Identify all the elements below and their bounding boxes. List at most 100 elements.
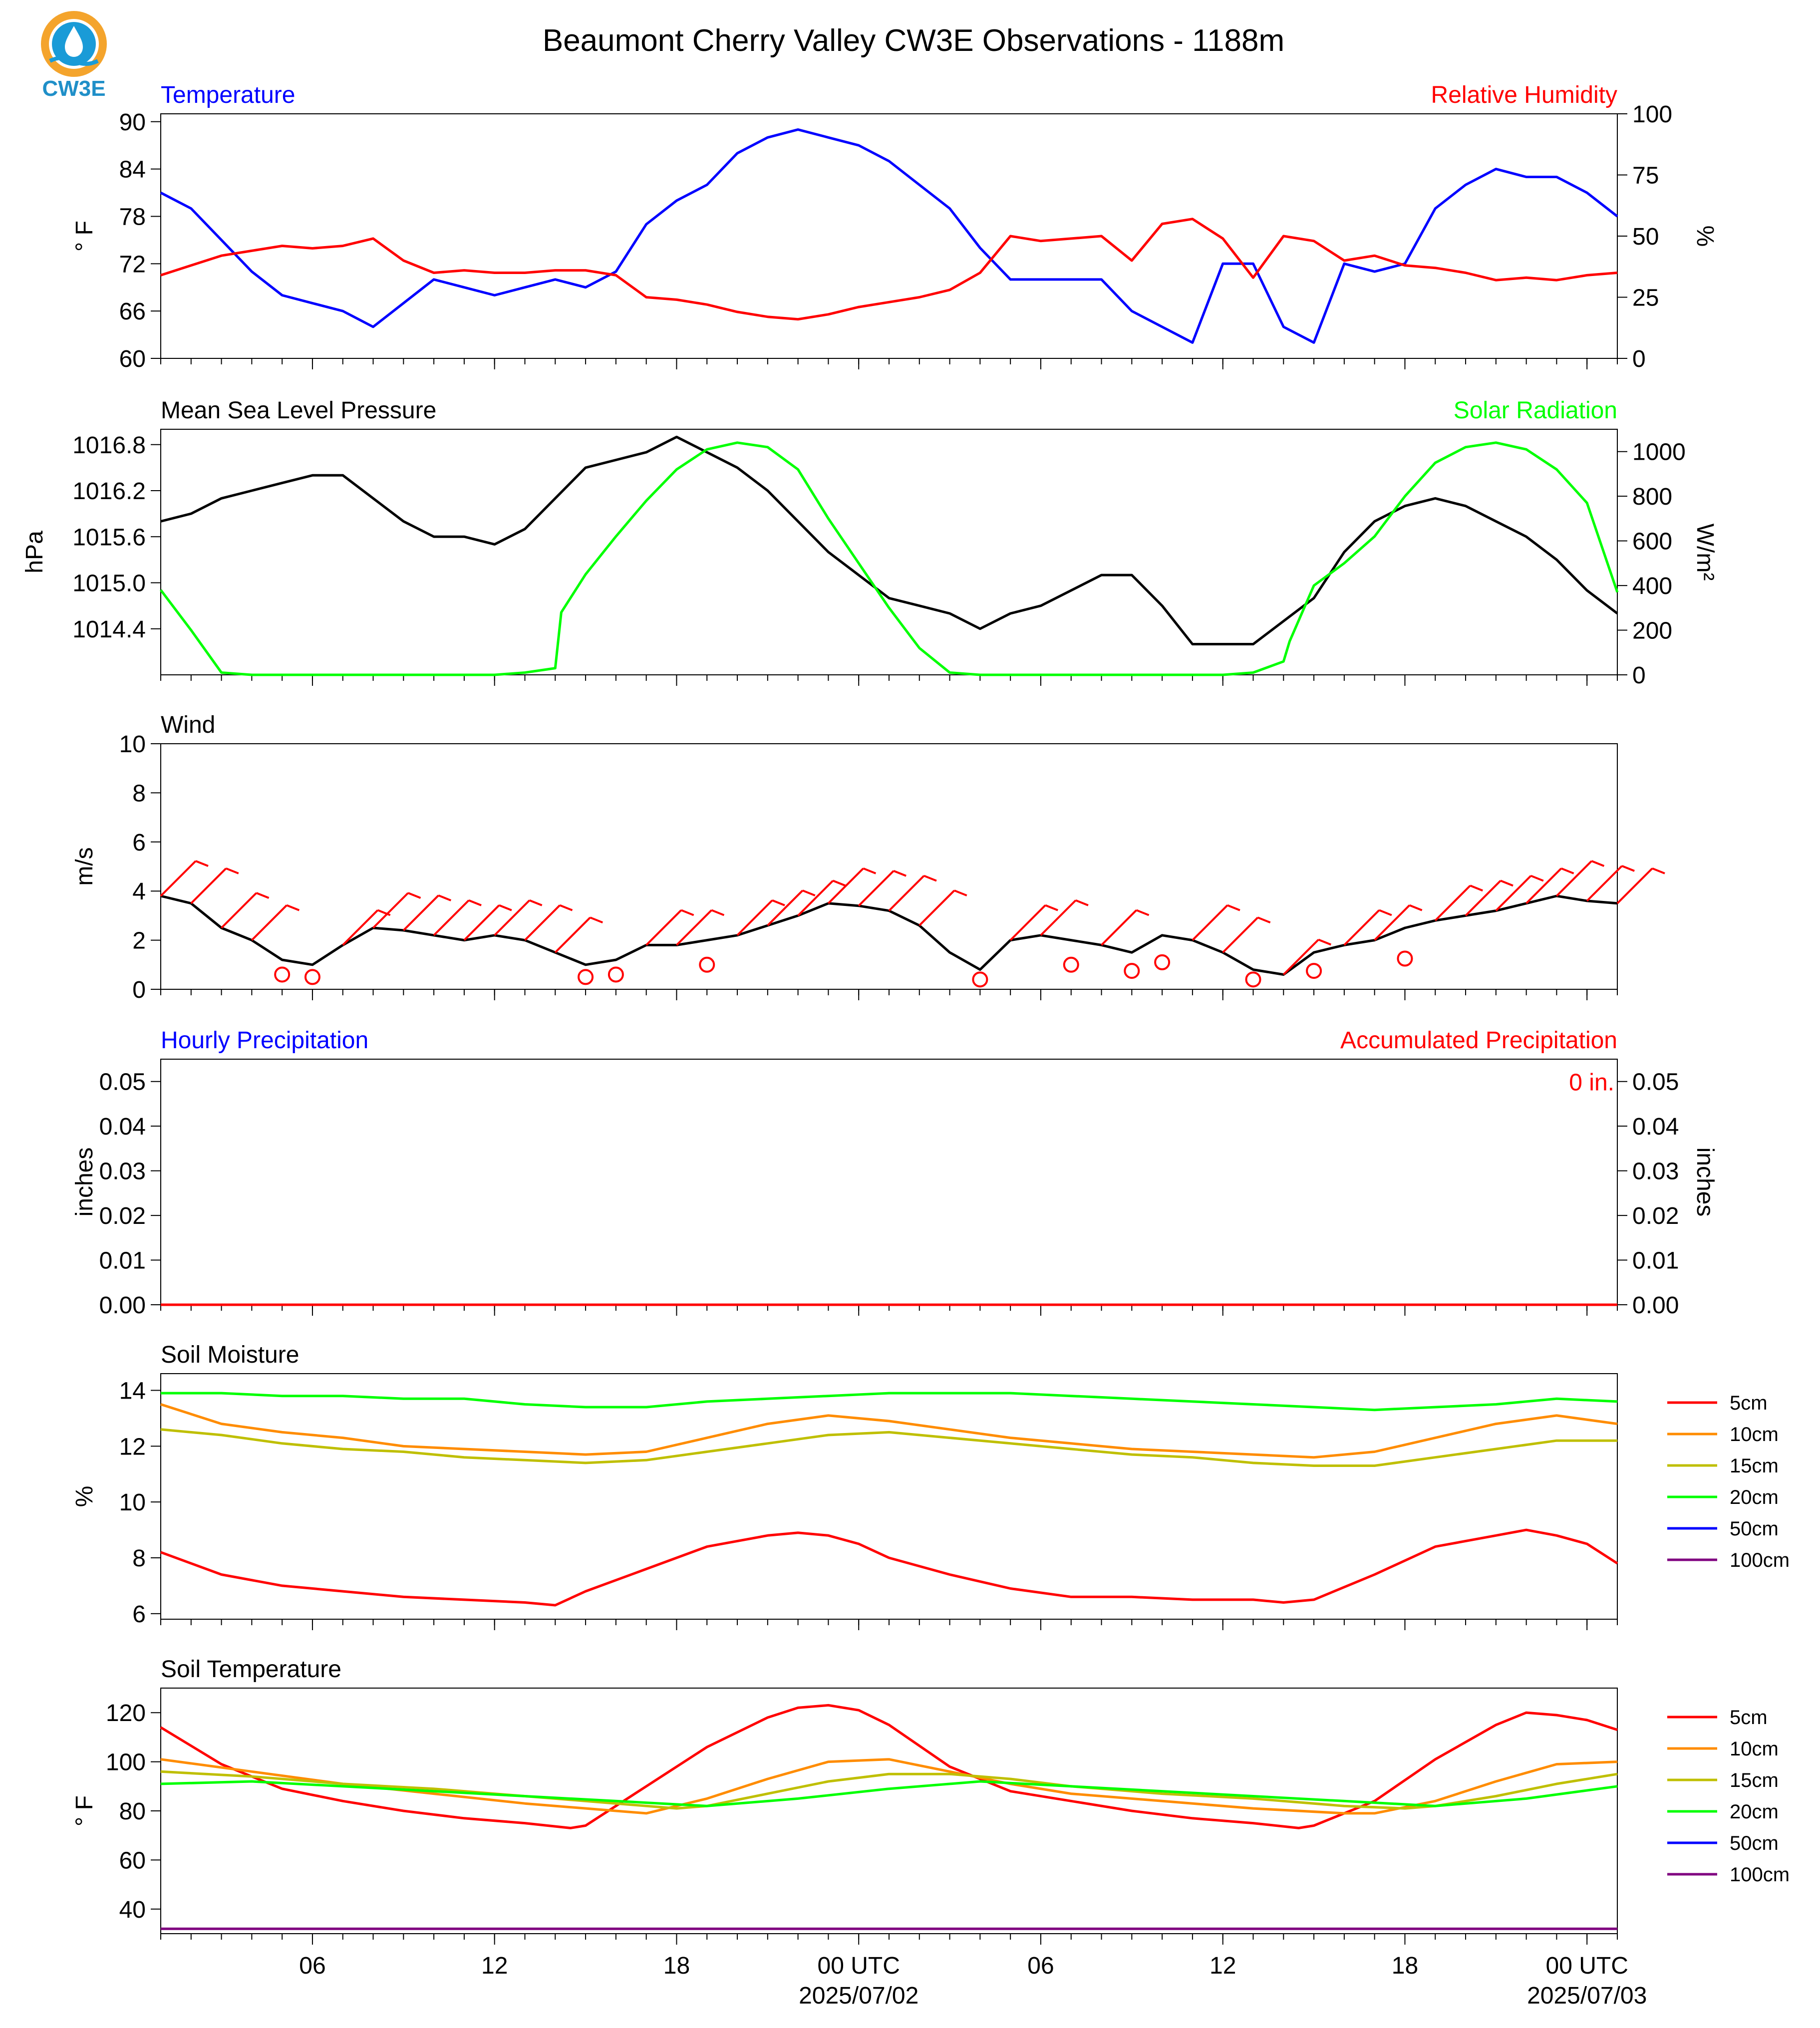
x-tick-label: 12 bbox=[481, 1953, 508, 1979]
y-tick-label: 84 bbox=[119, 157, 146, 183]
wind-barb-flag bbox=[529, 899, 543, 906]
wind-barb-shaft bbox=[251, 904, 288, 941]
legend-label: 50cm bbox=[1730, 1832, 1779, 1854]
wind-barb-flag bbox=[954, 889, 967, 896]
wind-barb-shaft bbox=[1222, 916, 1259, 953]
x-tick-date-label: 2025/07/02 bbox=[799, 1983, 918, 2009]
wind-barb-flag bbox=[1075, 899, 1089, 906]
wind-barb-shaft bbox=[888, 875, 925, 911]
calm-wind-circle bbox=[699, 956, 715, 973]
accumulated-precip-value: 0 in. bbox=[1569, 1070, 1614, 1096]
wind-barb-shaft bbox=[645, 909, 682, 946]
wind-barb-flag bbox=[226, 867, 239, 874]
legend-label: 20cm bbox=[1730, 1801, 1779, 1823]
wind-barb-flag bbox=[1318, 938, 1332, 946]
y-axis-label-right: W/m² bbox=[1692, 524, 1718, 581]
wind-barb-shaft bbox=[160, 860, 197, 897]
y-axis-label: ° F bbox=[71, 1795, 98, 1826]
wind-barb-shaft bbox=[1556, 860, 1592, 897]
calm-wind-circle bbox=[274, 966, 291, 983]
wind-barb-flag bbox=[863, 867, 877, 874]
wind-barb-shaft bbox=[858, 870, 895, 907]
plot-frame bbox=[160, 1059, 1618, 1305]
legend-label: 100cm bbox=[1730, 1549, 1790, 1571]
wind-barb-flag bbox=[1379, 909, 1392, 916]
wind-barb-flag bbox=[438, 894, 452, 901]
y-tick-label: 80 bbox=[119, 1798, 146, 1825]
wind-barb-shaft bbox=[1586, 865, 1623, 902]
panel-title-left: Soil Moisture bbox=[161, 1342, 299, 1368]
y-tick-label: 0.05 bbox=[99, 1069, 146, 1096]
y-tick-label: 0.02 bbox=[99, 1203, 146, 1229]
y-tick-label: 4 bbox=[132, 878, 146, 905]
wind-barb-flag bbox=[1530, 874, 1544, 882]
panel-pressure_solar: Mean Sea Level Pressure Solar Radiation 10… bbox=[21, 397, 1718, 689]
calm-wind-circle bbox=[1245, 971, 1261, 988]
legend-label: 5cm bbox=[1730, 1707, 1768, 1729]
y-tick-label: 0.00 bbox=[99, 1292, 146, 1319]
y-right-tick-label: 1000 bbox=[1632, 439, 1686, 466]
legend: 5cm 10cm 15cm 20cm 50cm 100cm bbox=[1667, 1707, 1790, 1886]
wind-barb-shaft bbox=[1374, 904, 1411, 941]
y-tick-label: 0.04 bbox=[99, 1114, 146, 1140]
x-tick-label: 18 bbox=[663, 1953, 690, 1979]
legend-label: 15cm bbox=[1730, 1455, 1779, 1477]
wind-barb-shaft bbox=[767, 889, 804, 926]
series-line-solar-radiation bbox=[160, 441, 1619, 676]
wind-barb-flag bbox=[1409, 904, 1423, 911]
y-tick-label: 10 bbox=[119, 1489, 146, 1516]
y-axis-label: ° F bbox=[71, 221, 98, 252]
series-line-temperature bbox=[160, 128, 1618, 344]
wind-barb-shaft bbox=[1343, 909, 1380, 946]
wind-barb-flag bbox=[1227, 904, 1240, 911]
wind-barb-flag bbox=[923, 874, 937, 882]
panel-title-left: Mean Sea Level Pressure bbox=[161, 397, 436, 424]
y-right-tick-label: 0.00 bbox=[1632, 1292, 1679, 1319]
x-tick-label: 06 bbox=[1027, 1953, 1054, 1979]
wind-barb-shaft bbox=[190, 868, 227, 904]
panel-title-left: Soil Temperature bbox=[161, 1656, 341, 1683]
calm-wind-circle bbox=[1397, 950, 1413, 967]
wind-barb-shaft bbox=[221, 892, 257, 929]
y-axis-label-right: inches bbox=[1692, 1148, 1718, 1217]
plot-frame bbox=[160, 743, 1618, 990]
series-line-10cm bbox=[160, 1403, 1618, 1459]
y-right-tick-label: 600 bbox=[1632, 529, 1672, 555]
y-tick-label: 120 bbox=[106, 1700, 146, 1727]
series-line-15cm bbox=[160, 1428, 1617, 1467]
wind-barb-shaft bbox=[736, 899, 773, 936]
y-right-tick-label: 200 bbox=[1632, 618, 1672, 644]
wind-barb-shaft bbox=[918, 889, 955, 926]
wind-barb-flag bbox=[1560, 867, 1574, 874]
y-tick-label: 78 bbox=[119, 204, 146, 230]
y-right-tick-label: 0.03 bbox=[1632, 1159, 1679, 1185]
series-line-5cm bbox=[160, 1704, 1618, 1829]
legend-label: 5cm bbox=[1730, 1392, 1768, 1414]
y-tick-label: 40 bbox=[119, 1897, 146, 1923]
wind-barb-flag bbox=[1470, 884, 1483, 892]
series-line-relative-humidity bbox=[160, 218, 1618, 321]
wind-barb-flag bbox=[1500, 879, 1514, 887]
wind-barbs bbox=[160, 860, 1665, 988]
y-right-tick-label: 400 bbox=[1632, 573, 1672, 599]
legend-label: 100cm bbox=[1730, 1864, 1790, 1886]
y-right-tick-label: 25 bbox=[1632, 285, 1659, 311]
panel-title-left: Temperature bbox=[161, 82, 295, 108]
wind-barb-shaft bbox=[402, 894, 439, 931]
legend: 5cm 10cm 15cm 20cm 50cm 100cm bbox=[1667, 1392, 1790, 1571]
panel-soil_moisture: Soil Moisture 6 8 10 12 14% 5cm 10cm 15cm 20cm 50c… bbox=[71, 1342, 1790, 1630]
panel-title-right: Relative Humidity bbox=[1431, 82, 1617, 108]
calm-wind-circle bbox=[1063, 956, 1079, 973]
calm-wind-circle bbox=[607, 966, 624, 983]
legend-label: 10cm bbox=[1730, 1738, 1779, 1760]
wind-barb-flag bbox=[407, 892, 421, 899]
panel-temperature_humidity: Temperature Relative Humidity 60 66 72 78 84 90… bbox=[71, 82, 1718, 372]
x-tick-label: 06 bbox=[299, 1953, 325, 1979]
wind-barb-flag bbox=[680, 909, 694, 916]
wind-barb-flag bbox=[286, 904, 300, 911]
wind-barb-shaft bbox=[1616, 868, 1653, 904]
y-tick-label: 90 bbox=[119, 109, 146, 136]
y-tick-label: 10 bbox=[119, 731, 146, 758]
calm-wind-circle bbox=[1124, 963, 1140, 979]
cw3e-logo: CW3E bbox=[41, 11, 107, 101]
